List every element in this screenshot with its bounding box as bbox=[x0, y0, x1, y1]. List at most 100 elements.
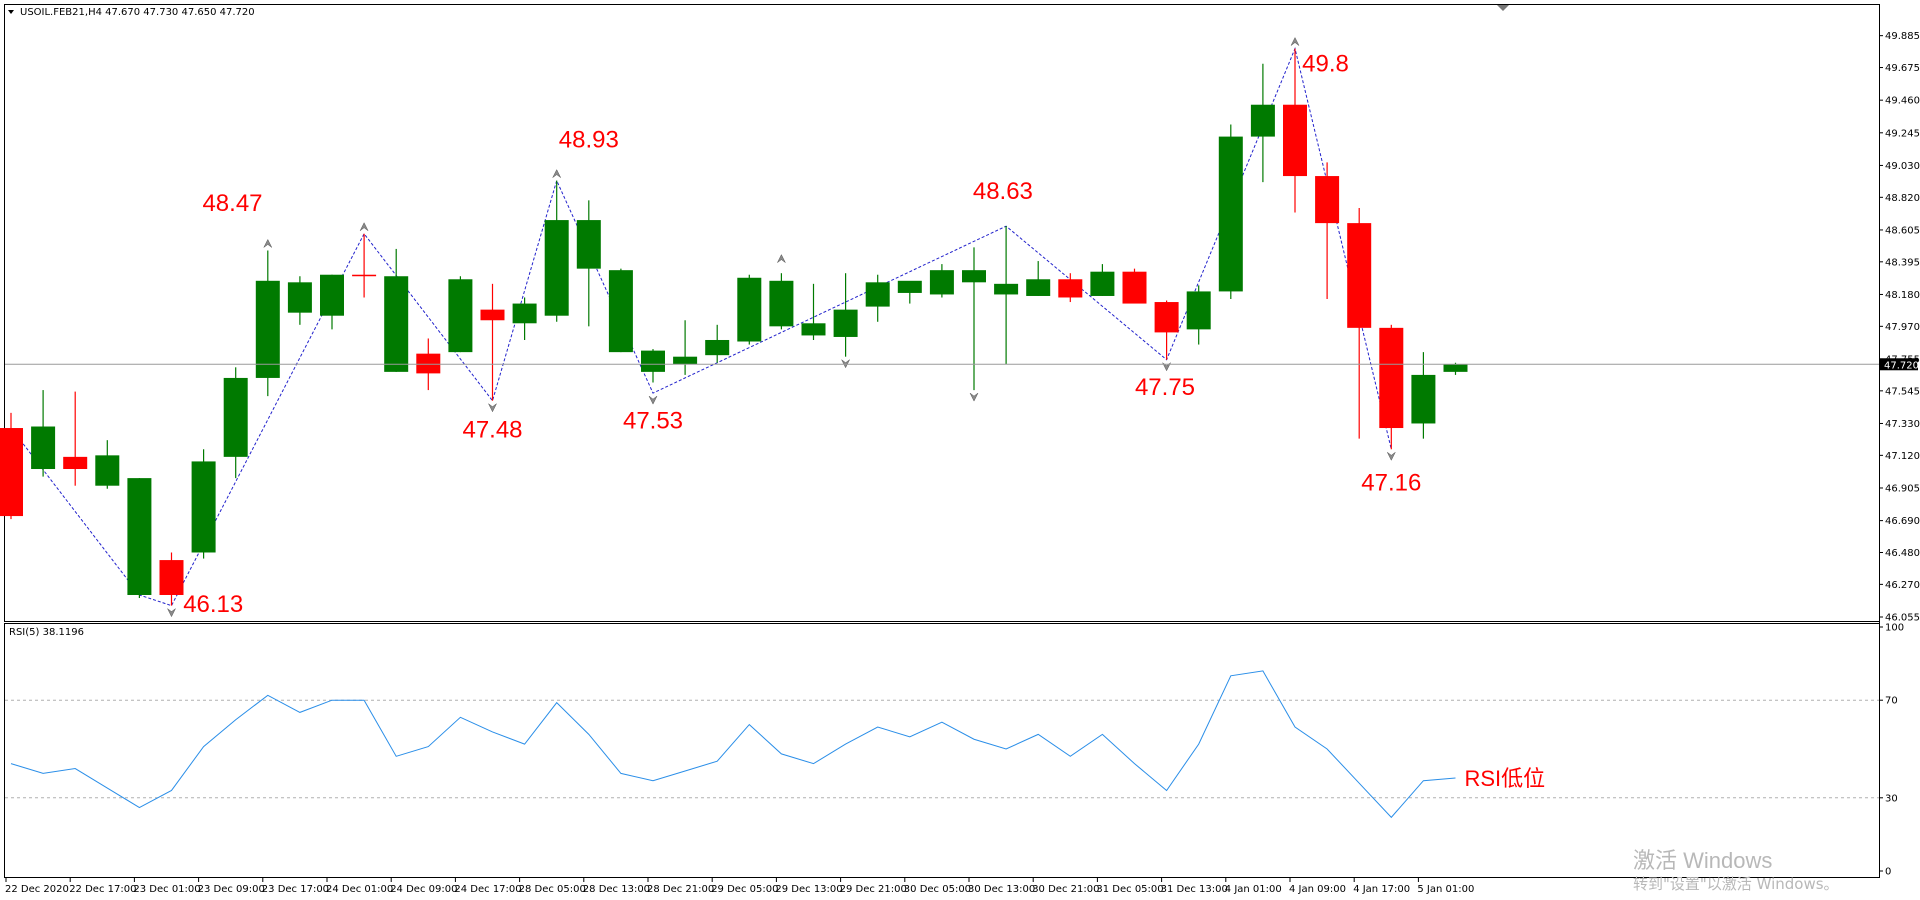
candle-body bbox=[673, 356, 698, 365]
shift-marker-icon[interactable] bbox=[1497, 5, 1509, 11]
candle-body bbox=[1090, 271, 1115, 296]
candle-body bbox=[705, 339, 730, 356]
watermark-line1: 激活 Windows bbox=[1633, 848, 1772, 873]
price-annotation: 47.48 bbox=[462, 416, 522, 443]
fractal-arrow-icon bbox=[552, 169, 561, 178]
candle-body bbox=[352, 274, 377, 277]
time-tick-label: 22 Dec 17:00 bbox=[69, 884, 136, 895]
time-tick-label: 4 Jan 01:00 bbox=[1225, 884, 1282, 895]
price-annotation: 48.93 bbox=[559, 126, 619, 153]
time-tick-label: 4 Jan 09:00 bbox=[1289, 884, 1346, 895]
rsi-levels: 100 70 30 0 bbox=[5, 623, 1904, 878]
current-price-label: 47.720 bbox=[1884, 360, 1919, 371]
price-tick-label: 48.820 bbox=[1885, 193, 1920, 204]
candle-body bbox=[1250, 104, 1275, 137]
candle-body bbox=[1154, 302, 1179, 333]
price-annotation: 46.13 bbox=[183, 591, 243, 618]
time-tick-label: 30 Dec 21:00 bbox=[1032, 884, 1099, 895]
fractal-arrow-icon bbox=[969, 392, 979, 402]
candle-body bbox=[1411, 374, 1436, 424]
candle-body bbox=[962, 270, 986, 283]
time-tick-label: 23 Dec 01:00 bbox=[133, 884, 200, 895]
candle-body bbox=[1379, 327, 1404, 429]
candle-body bbox=[255, 280, 280, 378]
price-panel-frame bbox=[4, 4, 1880, 622]
time-tick-label: 30 Dec 05:00 bbox=[904, 884, 971, 895]
price-tick-label: 46.270 bbox=[1885, 580, 1920, 591]
price-tick-label: 49.245 bbox=[1885, 128, 1920, 139]
candle-body bbox=[384, 276, 409, 372]
price-axis-ticks: 49.885 49.675 49.460 49.245 49.030 48.820 48.6… bbox=[1879, 31, 1920, 624]
price-annotation: 47.53 bbox=[623, 407, 683, 434]
candle-body bbox=[287, 282, 312, 313]
candle-body bbox=[416, 353, 441, 374]
candle-body bbox=[833, 309, 858, 337]
fractal-arrow-icon bbox=[167, 608, 176, 618]
candle-body bbox=[608, 270, 633, 353]
fractal-arrow-icon bbox=[841, 359, 850, 369]
candle-body bbox=[865, 282, 890, 307]
price-tick-label: 49.885 bbox=[1885, 31, 1920, 42]
time-tick-label: 22 Dec 2020 bbox=[5, 884, 69, 895]
price-tick-label: 49.675 bbox=[1885, 63, 1920, 74]
candles bbox=[0, 48, 1468, 606]
time-tick-label: 24 Dec 09:00 bbox=[390, 884, 457, 895]
time-tick-label: 29 Dec 13:00 bbox=[775, 884, 842, 895]
price-tick-label: 47.970 bbox=[1885, 322, 1920, 333]
candle-body bbox=[897, 280, 922, 293]
rsi-panel-frame bbox=[4, 623, 1880, 878]
candle-body bbox=[769, 280, 794, 327]
watermark-line2: 转到"设置"以激活 Windows。 bbox=[1633, 875, 1839, 893]
time-tick-label: 28 Dec 13:00 bbox=[583, 884, 650, 895]
rsi-line: RSI低位 bbox=[10, 670, 1545, 819]
candle-body bbox=[1283, 104, 1307, 177]
candle-body bbox=[0, 428, 23, 517]
fractal-arrow-icon bbox=[263, 238, 273, 248]
price-annotations: 46.13 48.47 47.48 48.93 47.53 48.63 47.75 49.8 4… bbox=[183, 51, 1421, 618]
candle-body bbox=[480, 309, 505, 321]
price-tick-label: 48.180 bbox=[1885, 290, 1920, 301]
candle-body bbox=[737, 277, 762, 342]
candle-body bbox=[544, 220, 569, 316]
candle-body bbox=[1443, 364, 1468, 372]
time-tick-label: 5 Jan 01:00 bbox=[1417, 884, 1474, 895]
price-tick-label: 49.460 bbox=[1885, 96, 1920, 107]
price-tick-label: 48.605 bbox=[1885, 225, 1920, 236]
candle-body bbox=[994, 283, 1019, 295]
time-tick-label: 28 Dec 21:00 bbox=[647, 884, 714, 895]
price-tick-label: 46.055 bbox=[1885, 613, 1920, 624]
rsi-tick-label: 70 bbox=[1885, 696, 1898, 707]
candle-body bbox=[63, 456, 88, 470]
current-price-box bbox=[1880, 358, 1918, 371]
price-annotation: 47.75 bbox=[1135, 374, 1195, 401]
price-tick-label: 46.480 bbox=[1885, 548, 1920, 559]
candle-body bbox=[1026, 279, 1051, 296]
candle-body bbox=[127, 478, 152, 595]
fractal-arrow-icon bbox=[359, 222, 369, 231]
price-tick-label: 48.395 bbox=[1885, 257, 1920, 268]
candle-body bbox=[576, 220, 601, 269]
time-tick-label: 23 Dec 17:00 bbox=[262, 884, 329, 895]
rsi-series-line bbox=[10, 670, 1456, 819]
time-tick-label: 24 Dec 01:00 bbox=[326, 884, 393, 895]
time-tick-label: 29 Dec 05:00 bbox=[711, 884, 778, 895]
rsi-info: RSI(5) 38.1196 bbox=[9, 627, 84, 638]
price-tick-label: 47.120 bbox=[1885, 451, 1920, 462]
dropdown-arrow-icon[interactable] bbox=[8, 10, 14, 14]
time-tick-label: 31 Dec 05:00 bbox=[1096, 884, 1163, 895]
fractal-arrow-icon bbox=[1387, 452, 1396, 461]
price-annotation: 48.63 bbox=[973, 178, 1033, 205]
candle-body bbox=[512, 303, 537, 324]
zigzag-indicator bbox=[10, 46, 1392, 607]
candle-body bbox=[95, 455, 120, 486]
candle-body bbox=[1315, 176, 1340, 224]
rsi-tick-label: 30 bbox=[1885, 793, 1898, 804]
candle-body bbox=[1347, 223, 1372, 328]
candle-body bbox=[31, 426, 56, 470]
rsi-tick-label: 0 bbox=[1885, 867, 1891, 878]
candle-body bbox=[448, 279, 473, 353]
zigzag-line bbox=[10, 46, 1392, 607]
